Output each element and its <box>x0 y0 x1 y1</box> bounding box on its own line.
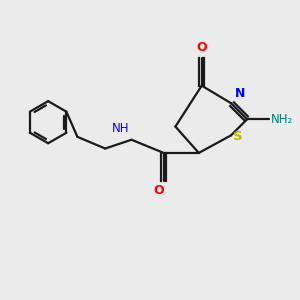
Text: NH: NH <box>112 122 129 135</box>
Text: N: N <box>235 87 245 100</box>
Text: O: O <box>153 184 164 197</box>
Text: NH₂: NH₂ <box>271 113 293 126</box>
Text: S: S <box>233 130 243 143</box>
Text: O: O <box>196 41 207 54</box>
